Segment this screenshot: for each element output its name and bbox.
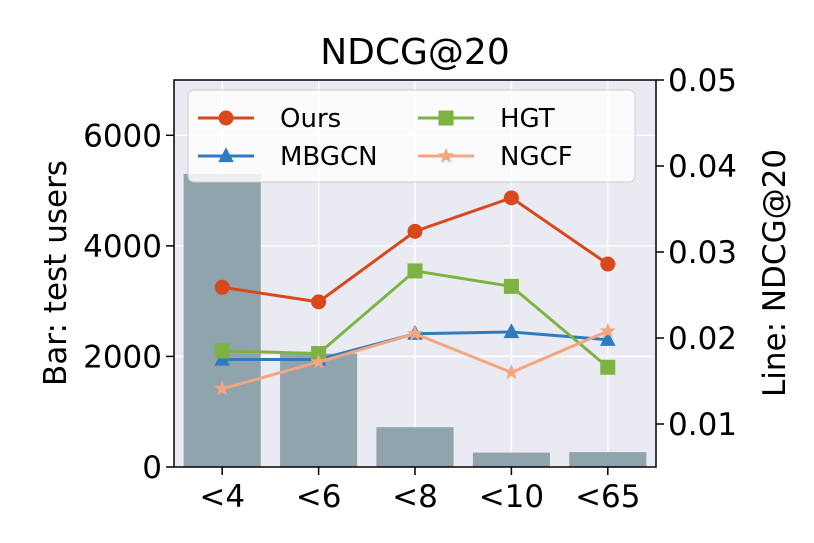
right-tick-label: 0.05 <box>668 63 737 99</box>
left-tick-label: 6000 <box>83 118 162 154</box>
point-ngcf-8 <box>406 325 424 341</box>
legend-label: NGCF <box>500 142 573 172</box>
left-axis-title: Bar: test users <box>38 160 74 386</box>
point-ngcf-6 <box>310 353 327 369</box>
x-tick-label-4: <4 <box>199 479 245 515</box>
series-ngcf <box>214 322 616 396</box>
left-tick-label: 0 <box>142 450 162 486</box>
legend-item-hgt: HGT <box>418 104 555 134</box>
legend: Ours MBGCN HGT NGCF <box>187 89 636 183</box>
legend-item-ours: Ours <box>198 104 341 134</box>
legend-item-ngcf: NGCF <box>418 142 573 172</box>
legend-marker <box>438 110 454 126</box>
lines <box>214 190 616 396</box>
point-hgt-10 <box>503 278 519 294</box>
bar-4 <box>183 173 261 467</box>
left-axis: 0 2000 4000 6000 <box>83 118 174 486</box>
point-ours-4 <box>214 279 230 295</box>
bar-6 <box>280 353 358 467</box>
point-ours-6 <box>311 294 327 310</box>
point-ours-8 <box>407 223 423 239</box>
legend-label: Ours <box>280 104 341 134</box>
left-tick-label: 2000 <box>83 339 162 375</box>
x-tick-label-10: <10 <box>479 479 544 515</box>
legend-label: HGT <box>500 104 555 134</box>
legend-marker <box>218 147 234 163</box>
point-mbgcn-65 <box>599 330 616 346</box>
point-ngcf-4 <box>214 380 231 396</box>
point-ngcf-65 <box>599 322 616 338</box>
x-tick-label-65: <65 <box>575 479 640 515</box>
bar-8 <box>376 427 454 467</box>
right-axis: 0.01 0.02 0.03 0.04 0.05 <box>656 63 737 443</box>
right-tick-label: 0.02 <box>668 321 737 357</box>
x-tick-label-8: <8 <box>392 479 438 515</box>
legend-marker <box>437 147 455 163</box>
point-ours-65 <box>600 256 616 272</box>
point-hgt-8 <box>407 263 423 279</box>
legend-item-mbgcn: MBGCN <box>198 142 378 172</box>
point-hgt-4 <box>214 343 230 359</box>
point-mbgcn-4 <box>214 350 231 366</box>
bars <box>183 173 647 467</box>
bar-10 <box>472 452 550 467</box>
x-tick-label-6: <6 <box>296 479 342 515</box>
point-hgt-65 <box>600 359 616 375</box>
right-axis-title: Line: NDCG@20 <box>757 149 793 397</box>
legend-label: MBGCN <box>280 142 378 172</box>
series-ours <box>214 190 616 310</box>
right-tick-label: 0.04 <box>668 149 737 185</box>
right-tick-label: 0.01 <box>668 407 737 443</box>
series-hgt <box>214 263 616 375</box>
x-axis: <4 <6 <8 <10 <65 <box>199 467 641 515</box>
legend-box <box>187 89 636 183</box>
left-tick-label: 4000 <box>83 229 162 265</box>
chart-title: NDCG@20 <box>320 32 510 73</box>
right-tick-label: 0.03 <box>668 235 737 271</box>
point-mbgcn-10 <box>503 323 520 339</box>
bar-65 <box>569 452 647 467</box>
point-ours-10 <box>503 190 519 206</box>
legend-marker <box>218 110 234 126</box>
point-ngcf-10 <box>503 363 520 380</box>
